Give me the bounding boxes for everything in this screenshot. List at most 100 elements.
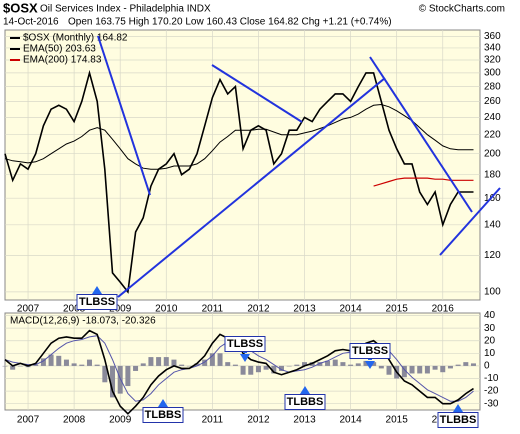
histogram-bar <box>363 360 369 366</box>
histogram-bar <box>194 363 200 366</box>
y-tick-label: 10 <box>484 348 496 359</box>
y-tick-label: 140 <box>484 219 501 230</box>
annotation-box <box>76 294 118 310</box>
histogram-bar <box>463 362 469 366</box>
histogram-bar <box>202 359 208 366</box>
histogram-bar <box>263 365 269 370</box>
histogram-bar <box>33 364 39 366</box>
histogram-bar <box>355 363 361 366</box>
histogram-bar <box>148 357 154 366</box>
annotation-arrow <box>365 354 375 369</box>
histogram-bar <box>240 365 246 375</box>
annotation: TLBSS <box>79 296 115 308</box>
histogram-bar <box>63 359 69 366</box>
x-tick-label: 2010 <box>155 304 178 315</box>
histogram-bar <box>140 363 146 366</box>
trendline <box>211 64 303 123</box>
y-tick-label: -10 <box>484 373 499 384</box>
histogram-bar <box>325 360 331 366</box>
annotation: TLBBS <box>287 396 324 408</box>
annotation-box <box>349 343 391 359</box>
histogram-bar <box>156 357 162 366</box>
annotation-box <box>437 412 479 428</box>
histogram-bar <box>371 362 377 366</box>
histogram-bar <box>179 364 185 366</box>
annotation-box <box>284 394 326 410</box>
series-line <box>373 177 474 187</box>
histogram-bar <box>94 364 100 366</box>
annotation-arrow <box>300 386 310 401</box>
trendline <box>117 77 386 298</box>
y-tick-label: 300 <box>484 68 501 79</box>
histogram-bar <box>86 359 92 366</box>
x-tick-label: 2011 <box>202 304 224 315</box>
y-tick-label: 0 <box>484 361 490 372</box>
annotation-box <box>142 407 184 423</box>
price-panel <box>4 29 481 301</box>
histogram-bar <box>248 365 254 375</box>
date: 14-Oct-2016 <box>3 17 59 28</box>
histogram-bar <box>163 357 169 366</box>
x-tick-label: 2011 <box>202 415 224 426</box>
histogram-bar <box>255 365 261 373</box>
histogram-bar <box>225 362 231 366</box>
histogram-bar <box>40 358 46 366</box>
y-tick-label: 20 <box>484 335 496 346</box>
symbol: $OSX <box>3 0 38 15</box>
histogram-bar <box>417 365 423 374</box>
price-chart: 100 120 140 160 180 200 220 240 260 280 300 3203403… <box>4 30 501 315</box>
series-line <box>4 103 474 170</box>
y-tick-label: 160 <box>484 193 501 204</box>
histogram-bar <box>317 362 323 366</box>
x-tick-label: 2009 <box>109 415 132 426</box>
macd-panel <box>4 312 481 411</box>
histogram-bar <box>10 365 16 370</box>
x-tick-label: 2013 <box>293 304 316 315</box>
y-tick-label: 180 <box>484 169 501 180</box>
histogram-bar <box>56 355 62 366</box>
histogram-bar <box>401 365 407 378</box>
histogram-bar <box>17 365 23 367</box>
x-tick-label: 2015 <box>386 415 409 426</box>
histogram-bar <box>117 365 123 394</box>
x-tick-label: 2012 <box>247 304 270 315</box>
y-tick-label: 260 <box>484 96 501 107</box>
annotation: TLBSS <box>352 345 388 357</box>
y-tick-label: 200 <box>484 148 501 159</box>
x-tick-label: 2016 <box>432 304 455 315</box>
y-tick-label: 240 <box>484 112 501 123</box>
annotation: TLBBS <box>440 414 477 426</box>
histogram-bar <box>386 365 392 375</box>
y-tick-label: 30 <box>484 323 496 334</box>
histogram-bar <box>278 365 284 371</box>
y-tick-label: -20 <box>484 386 499 397</box>
histogram-bar <box>294 364 300 366</box>
histogram-bar <box>470 363 476 366</box>
y-tick-label: 220 <box>484 129 501 140</box>
series-line <box>4 69 474 294</box>
histogram-bar <box>71 363 77 366</box>
trendline <box>439 187 501 256</box>
histogram-bar <box>48 354 54 366</box>
macd-title: MACD(12,26,9) -18.073, -20.326 <box>10 316 156 327</box>
histogram-bar <box>455 364 461 366</box>
x-tick-label: 2008 <box>63 415 86 426</box>
legend-entry: EMA(50) 203.63 <box>23 44 96 55</box>
y-tick-label: 280 <box>484 81 501 92</box>
y-tick-label: 100 <box>484 287 501 298</box>
y-tick-label: 120 <box>484 250 501 261</box>
y-tick-label: 320 <box>484 55 501 66</box>
histogram-bar <box>186 365 192 367</box>
x-tick-label: 2008 <box>63 304 86 315</box>
histogram-bar <box>302 362 308 366</box>
y-tick-label: -30 <box>484 398 499 409</box>
annotation-arrow <box>453 404 463 419</box>
histogram-bar <box>79 364 85 366</box>
histogram-bar <box>332 359 338 366</box>
histogram-bar <box>232 364 238 366</box>
histogram-bar <box>424 365 430 374</box>
histogram-bar <box>110 365 116 398</box>
trendline <box>97 35 151 196</box>
histogram-bar <box>447 365 453 369</box>
